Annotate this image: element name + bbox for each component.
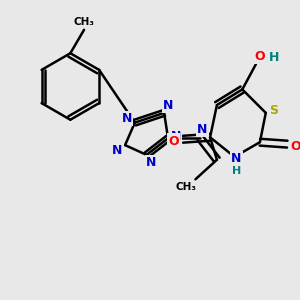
Text: N: N [231, 152, 242, 165]
Text: N: N [163, 99, 173, 112]
Text: CH₃: CH₃ [175, 182, 196, 192]
Text: S: S [269, 104, 278, 117]
Text: H: H [232, 166, 241, 176]
Text: N: N [197, 123, 207, 136]
Text: H: H [268, 51, 279, 64]
Text: N: N [146, 156, 157, 169]
Text: N: N [171, 130, 181, 143]
Text: CH₃: CH₃ [74, 17, 94, 27]
Text: N: N [122, 112, 132, 125]
Text: O: O [255, 50, 265, 63]
Text: O: O [169, 135, 179, 148]
Text: O: O [291, 140, 300, 153]
Text: N: N [112, 145, 122, 158]
